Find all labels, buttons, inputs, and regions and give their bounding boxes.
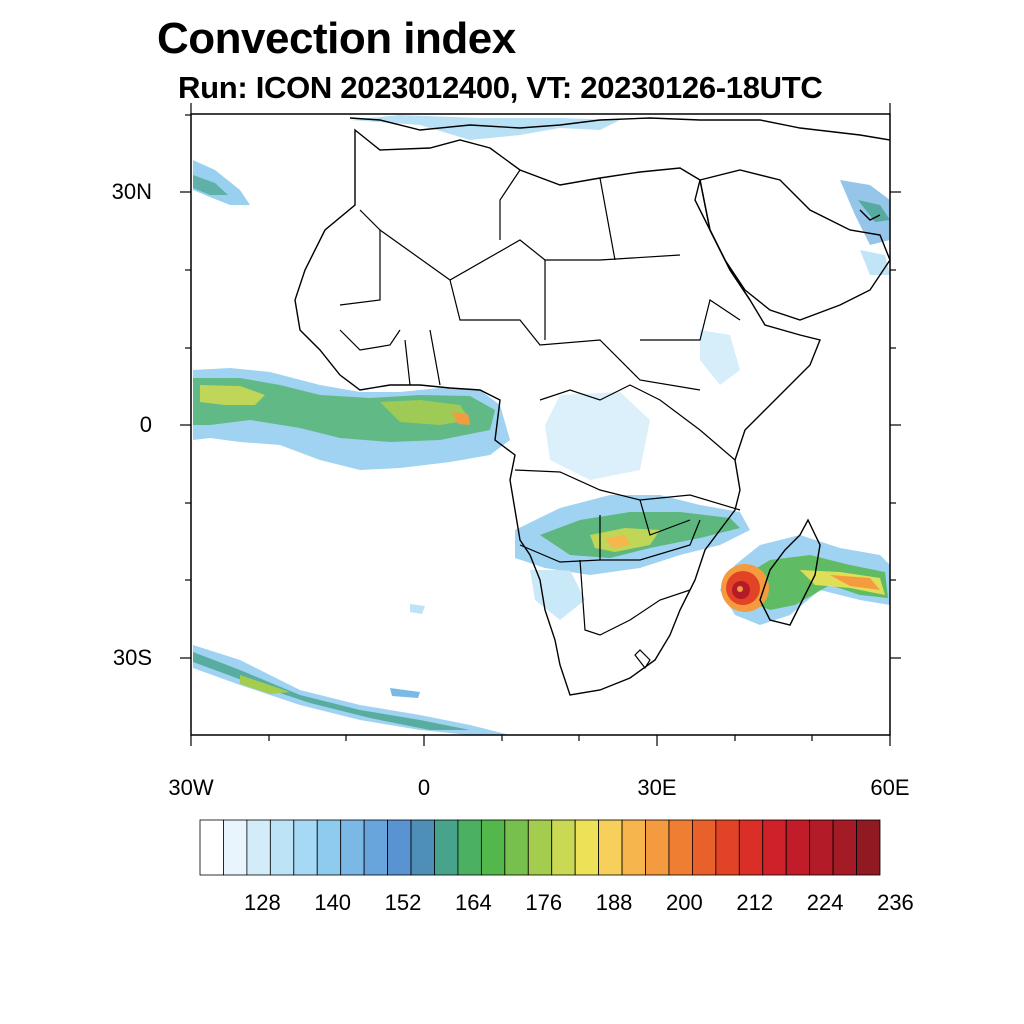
colorbar-label: 224 xyxy=(806,890,844,915)
lat-label-0: 0 xyxy=(139,412,152,437)
colorbar-swatch xyxy=(668,819,693,876)
convection-madagascar-orange xyxy=(830,575,880,590)
convection-madagascar-yellow xyxy=(800,570,885,595)
convection-congo xyxy=(545,392,650,480)
colorbar-label: 188 xyxy=(595,890,633,915)
convection-south-africa-west xyxy=(530,570,585,620)
convection-itcz-mid xyxy=(193,378,495,442)
chart-subtitle: Run: ICON 2023012400, VT: 20230126-18UTC xyxy=(178,70,823,105)
convection-persian-gulf-core xyxy=(858,200,890,222)
convection-southern-africa-core-2 xyxy=(605,535,630,548)
colorbar-swatch xyxy=(199,819,224,876)
colorbar-swatch xyxy=(692,819,717,876)
colorbar-swatch xyxy=(715,819,740,876)
gulf-coast xyxy=(859,209,881,221)
colorbar-label: 128 xyxy=(243,890,281,915)
red-sea xyxy=(699,179,751,301)
lon-label-0: 0 xyxy=(417,775,431,800)
colorbar-swatch xyxy=(457,819,482,876)
colorbar-swatch xyxy=(645,819,670,876)
convection-south-atlantic-blob xyxy=(390,688,420,698)
colorbar xyxy=(199,819,881,876)
colorbar-swatch xyxy=(527,819,553,876)
colorbar-label: 140 xyxy=(314,890,352,915)
convection-itcz-core-3 xyxy=(452,412,470,425)
colorbar-label: 176 xyxy=(525,890,563,915)
arabia-coastline xyxy=(699,169,890,321)
convection-itcz-core-2 xyxy=(380,400,470,425)
colorbar-swatch xyxy=(598,819,623,876)
colorbar-swatch xyxy=(480,819,506,876)
lat-label-30s: 30S xyxy=(112,645,152,670)
convection-mediterranean xyxy=(350,115,620,140)
lon-label-30e: 30E xyxy=(637,775,677,800)
colorbar-swatch xyxy=(410,819,435,876)
colorbar-label: 164 xyxy=(455,890,492,915)
colorbar-swatch xyxy=(223,819,248,876)
convection-south-atlantic-core xyxy=(240,675,290,694)
colorbar-label: 236 xyxy=(877,890,914,915)
convection-east-africa xyxy=(700,330,740,385)
colorbar-swatch xyxy=(551,819,576,876)
lon-label-30w: 30W xyxy=(168,775,214,800)
colorbar-swatch xyxy=(387,819,412,876)
madagascar-coastline xyxy=(759,518,821,626)
colorbar-swatch xyxy=(363,819,388,876)
axis-ticks xyxy=(180,103,901,746)
colorbar-swatch xyxy=(832,819,857,876)
colorbar-swatch xyxy=(316,819,342,876)
colorbar-swatch xyxy=(762,819,787,876)
colorbar-swatch xyxy=(856,819,881,876)
convection-itcz-core xyxy=(200,385,265,405)
convection-south-atlantic-blob-2 xyxy=(410,604,425,614)
colorbar-swatch xyxy=(434,819,459,876)
colorbar-swatch xyxy=(621,819,646,876)
convection-persian-gulf xyxy=(840,180,890,245)
convection-field xyxy=(193,115,890,735)
lat-label-30n: 30N xyxy=(111,179,152,204)
convection-arabian-coast xyxy=(860,250,890,275)
colorbar-swatch xyxy=(293,819,318,876)
colorbar-swatch xyxy=(809,819,834,876)
convection-south-atlantic-band xyxy=(193,645,510,735)
colorbar-swatch xyxy=(340,819,365,876)
colorbar-swatch xyxy=(246,819,271,876)
colorbar-swatch xyxy=(269,819,295,876)
colorbar-swatch xyxy=(504,819,529,876)
lon-label-60e: 60E xyxy=(870,775,910,800)
country-borders xyxy=(339,169,741,670)
chart-title: Convection index xyxy=(157,14,516,63)
colorbar-swatch xyxy=(738,819,764,876)
colorbar-swatch xyxy=(574,819,600,876)
africa-coastline xyxy=(294,128,821,696)
colorbar-label: 212 xyxy=(736,890,774,915)
colorbar-swatch xyxy=(785,819,811,876)
colorbar-label: 152 xyxy=(384,890,422,915)
convection-ne-atlantic-core xyxy=(193,175,228,195)
coastlines xyxy=(294,117,890,696)
europe-coastline xyxy=(349,117,890,141)
colorbar-label: 200 xyxy=(666,890,703,915)
cyclone-eye xyxy=(737,586,743,592)
